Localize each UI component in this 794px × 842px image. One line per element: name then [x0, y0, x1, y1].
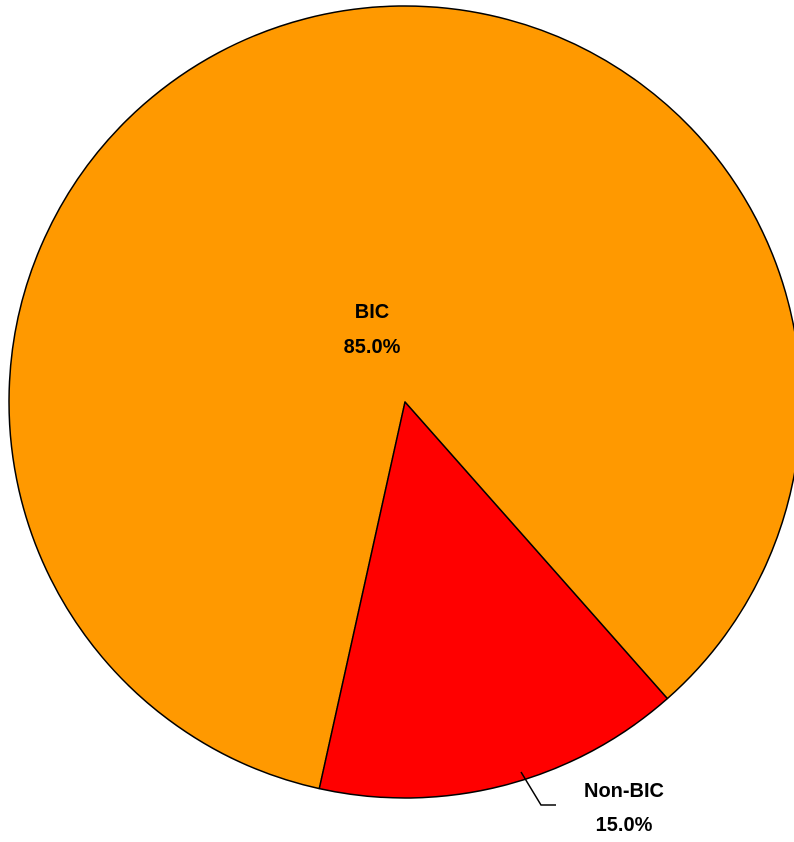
pie-slices — [8, 5, 794, 799]
non-bic-label: Non-BIC — [584, 780, 664, 802]
leader-lines — [520, 771, 556, 806]
pie-slice-bic — [8, 5, 794, 790]
bic-percent: 85.0% — [344, 336, 401, 358]
non-bic-percent: 15.0% — [596, 814, 653, 836]
bic-label: BIC — [355, 301, 389, 323]
non-bic-leader-line — [520, 771, 556, 806]
pie-slice-non-bic — [318, 401, 669, 799]
